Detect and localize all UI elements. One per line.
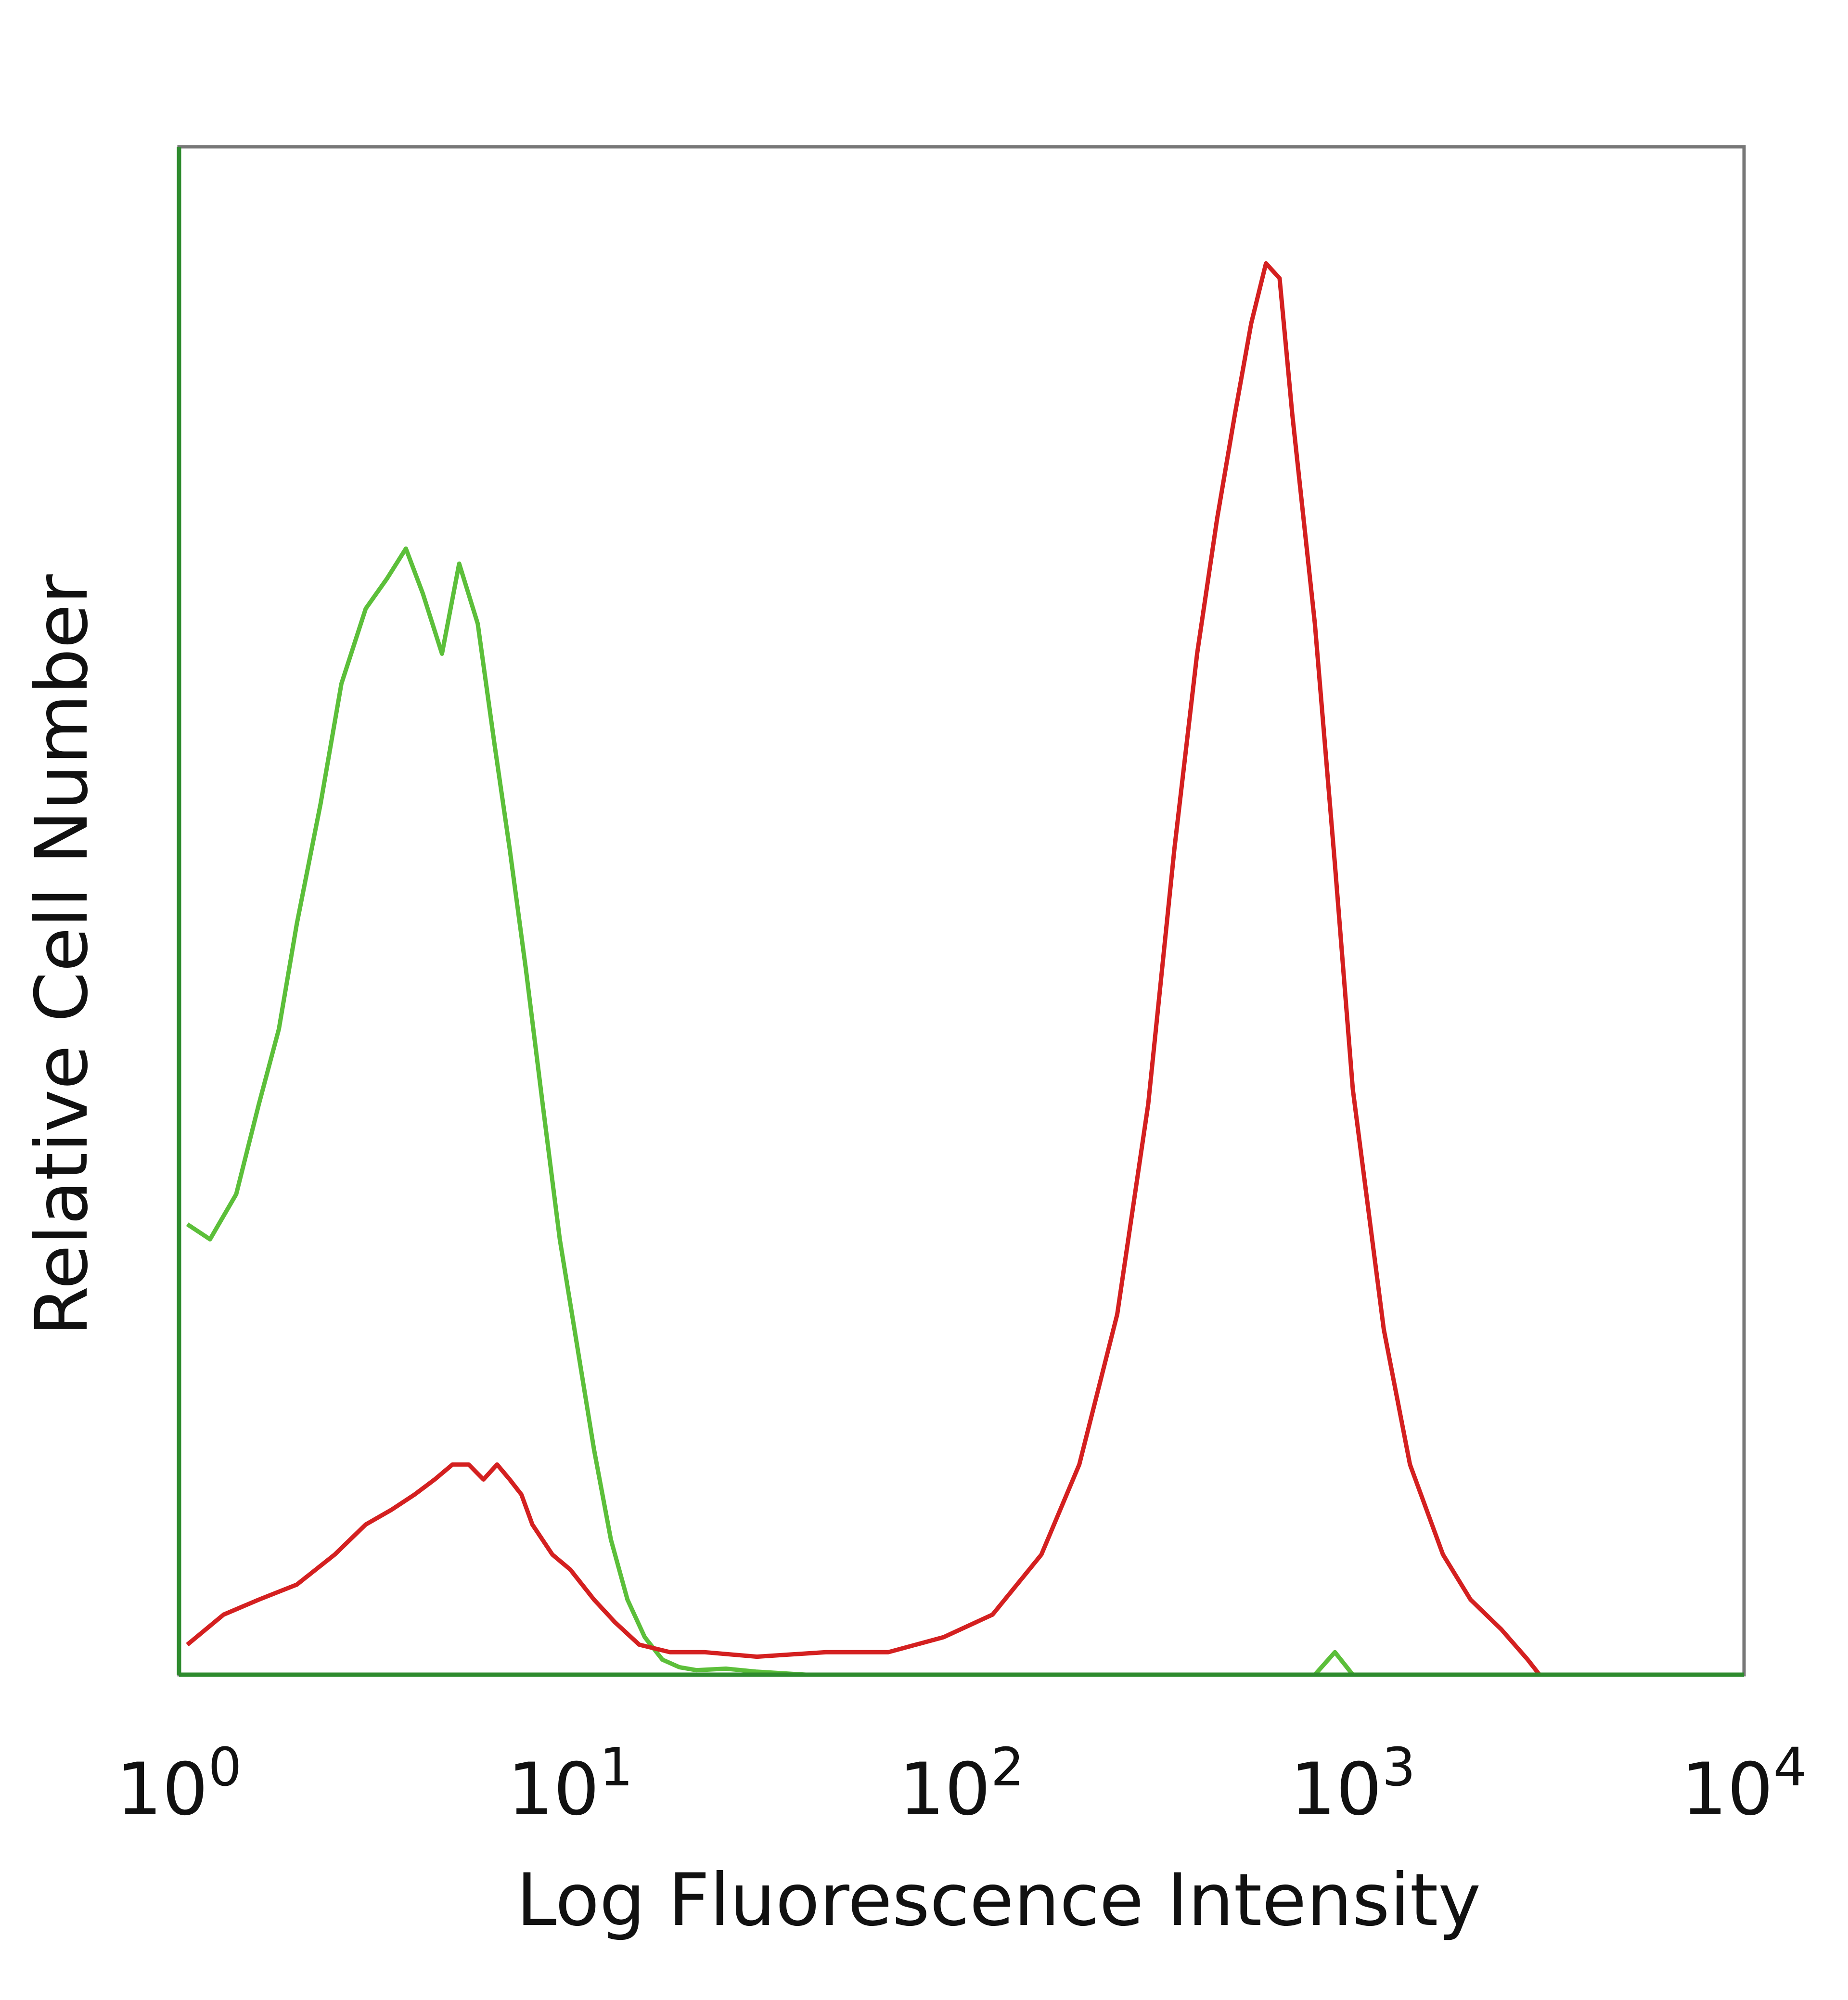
plot-area [177,145,1746,1677]
series-line-1 [186,546,1744,1677]
x-tick-label-2: 102 [899,1736,1025,1832]
x-tick-label-3: 103 [1290,1736,1416,1832]
plot-frame [177,145,1746,1677]
series-line-2 [186,261,1541,1676]
x-axis-label: Log Fluorescence Intensity [516,1859,1481,1942]
y-axis-label: Relative Cell Number [20,574,104,1336]
x-axis-tick-labels: 100 101 102 103 104 [116,1736,1807,1832]
x-tick-label-1: 101 [508,1736,633,1832]
x-tick-label-4: 104 [1681,1736,1807,1832]
x-tick-label-0: 100 [116,1736,242,1832]
series-layer [177,147,1744,1677]
